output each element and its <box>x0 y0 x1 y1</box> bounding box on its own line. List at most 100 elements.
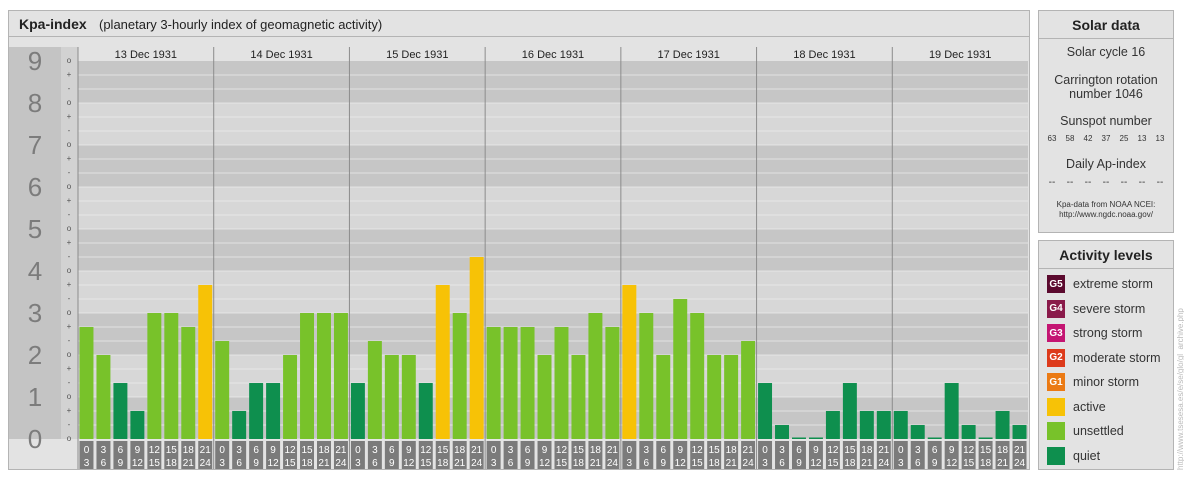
interval-start-label: 18 <box>590 445 602 456</box>
interval-end-label: 24 <box>878 458 890 469</box>
sunspot-value: 63 <box>1047 134 1057 143</box>
ap-value: -- <box>1066 177 1074 188</box>
sunspot-value: 13 <box>1137 134 1147 143</box>
y-tick-label: 0 <box>28 424 42 454</box>
interval-box <box>452 441 467 469</box>
date-label: 13 Dec 1931 <box>115 49 177 61</box>
legend-label: moderate storm <box>1073 350 1161 365</box>
interval-start-label: 6 <box>660 445 666 456</box>
legend-item: G4 severe storm <box>1047 299 1145 319</box>
ap-value: -- <box>1156 177 1164 188</box>
sub-tick-label: + <box>67 238 72 247</box>
kp-bar <box>1012 425 1027 439</box>
data-source-label: Kpa-data from NOAA NCEI: <box>1056 200 1156 209</box>
sunspot-value: 42 <box>1083 134 1093 143</box>
interval-box <box>927 441 942 469</box>
ap-value: -- <box>1084 177 1092 188</box>
interval-box <box>961 441 976 469</box>
interval-end-label: 15 <box>420 458 432 469</box>
interval-start-label: 15 <box>437 445 449 456</box>
interval-end-label: 12 <box>403 458 415 469</box>
ap-value: -- <box>1048 177 1056 188</box>
interval-box <box>79 441 94 469</box>
sub-tick-label: + <box>67 196 72 205</box>
sub-tick-label: - <box>68 336 71 345</box>
sub-tick-label: o <box>67 350 72 359</box>
interval-start-label: 21 <box>471 445 483 456</box>
kp-bar <box>418 383 433 439</box>
interval-box <box>520 441 535 469</box>
interval-end-label: 12 <box>810 458 822 469</box>
legend-label: extreme storm <box>1073 277 1153 291</box>
kp-bar <box>876 410 891 439</box>
interval-end-label: 3 <box>355 458 361 469</box>
interval-start-label: 6 <box>118 445 124 456</box>
kp-bar <box>300 313 314 439</box>
interval-box <box>435 441 450 469</box>
kp-index-panel: Kpa-index (planetary 3-hourly index of g… <box>8 10 1030 470</box>
interval-start-label: 3 <box>915 445 921 456</box>
sub-tick-label: + <box>67 322 72 331</box>
y-tick-label: 5 <box>28 214 42 244</box>
legend-swatch: G1 <box>1047 373 1065 391</box>
interval-start-label: 3 <box>508 445 514 456</box>
interval-start-label: 18 <box>318 445 330 456</box>
interval-end-label: 3 <box>627 458 633 469</box>
kp-bar <box>639 313 654 439</box>
sub-tick-label: o <box>67 98 72 107</box>
date-label: 17 Dec 1931 <box>658 49 720 61</box>
interval-box <box>215 441 230 469</box>
kp-bar <box>741 341 756 439</box>
data-source-link[interactable]: http://www.ngdc.noaa.gov/ <box>1059 210 1153 219</box>
interval-start-label: 15 <box>709 445 721 456</box>
interval-end-label: 6 <box>644 458 650 469</box>
interval-end-label: 18 <box>844 458 856 469</box>
interval-start-label: 9 <box>949 445 955 456</box>
interval-box <box>792 441 806 469</box>
kp-bar <box>520 326 535 439</box>
interval-start-label: 21 <box>878 445 890 456</box>
kp-bar <box>758 383 773 439</box>
interval-box <box>673 441 688 469</box>
interval-end-label: 9 <box>932 458 938 469</box>
interval-start-label: 18 <box>997 445 1009 456</box>
interval-box <box>758 441 773 469</box>
interval-box <box>622 441 637 469</box>
interval-end-label: 18 <box>437 458 449 469</box>
sub-tick-label: o <box>67 308 72 317</box>
interval-end-label: 9 <box>389 458 395 469</box>
legend-swatch <box>1047 422 1065 440</box>
sunspot-value: 13 <box>1155 134 1165 143</box>
legend-label: severe storm <box>1073 301 1146 316</box>
interval-box <box>690 441 705 469</box>
interval-box <box>469 441 484 469</box>
interval-start-label: 15 <box>844 445 856 456</box>
watermark: http://www.tsesesa.es/e/se/glo/gl_archiv… <box>1176 308 1184 470</box>
sub-tick-column <box>61 47 78 439</box>
interval-start-label: 21 <box>1014 445 1026 456</box>
kp-bar <box>367 341 382 439</box>
interval-start-label: 18 <box>183 445 195 456</box>
kp-band <box>9 229 1028 271</box>
date-label: 19 Dec 1931 <box>929 49 991 61</box>
kp-bar <box>232 410 247 439</box>
interval-start-label: 3 <box>644 445 650 456</box>
kp-bar <box>130 410 145 439</box>
chart-title: Kpa-index <box>19 16 87 32</box>
kp-bar <box>249 383 264 439</box>
kp-bar <box>978 437 993 439</box>
sub-tick-label: - <box>68 252 71 261</box>
interval-end-label: 9 <box>796 458 802 469</box>
interval-box <box>808 441 823 469</box>
interval-end-label: 9 <box>253 458 259 469</box>
sub-tick-label: + <box>67 280 72 289</box>
interval-end-label: 12 <box>268 458 280 469</box>
interval-box <box>367 441 382 469</box>
interval-start-label: 15 <box>166 445 178 456</box>
interval-end-label: 21 <box>318 458 330 469</box>
kp-bar <box>808 437 823 439</box>
interval-box <box>588 441 603 469</box>
interval-start-label: 12 <box>827 445 839 456</box>
interval-start-label: 0 <box>627 445 633 456</box>
interval-start-label: 12 <box>284 445 296 456</box>
